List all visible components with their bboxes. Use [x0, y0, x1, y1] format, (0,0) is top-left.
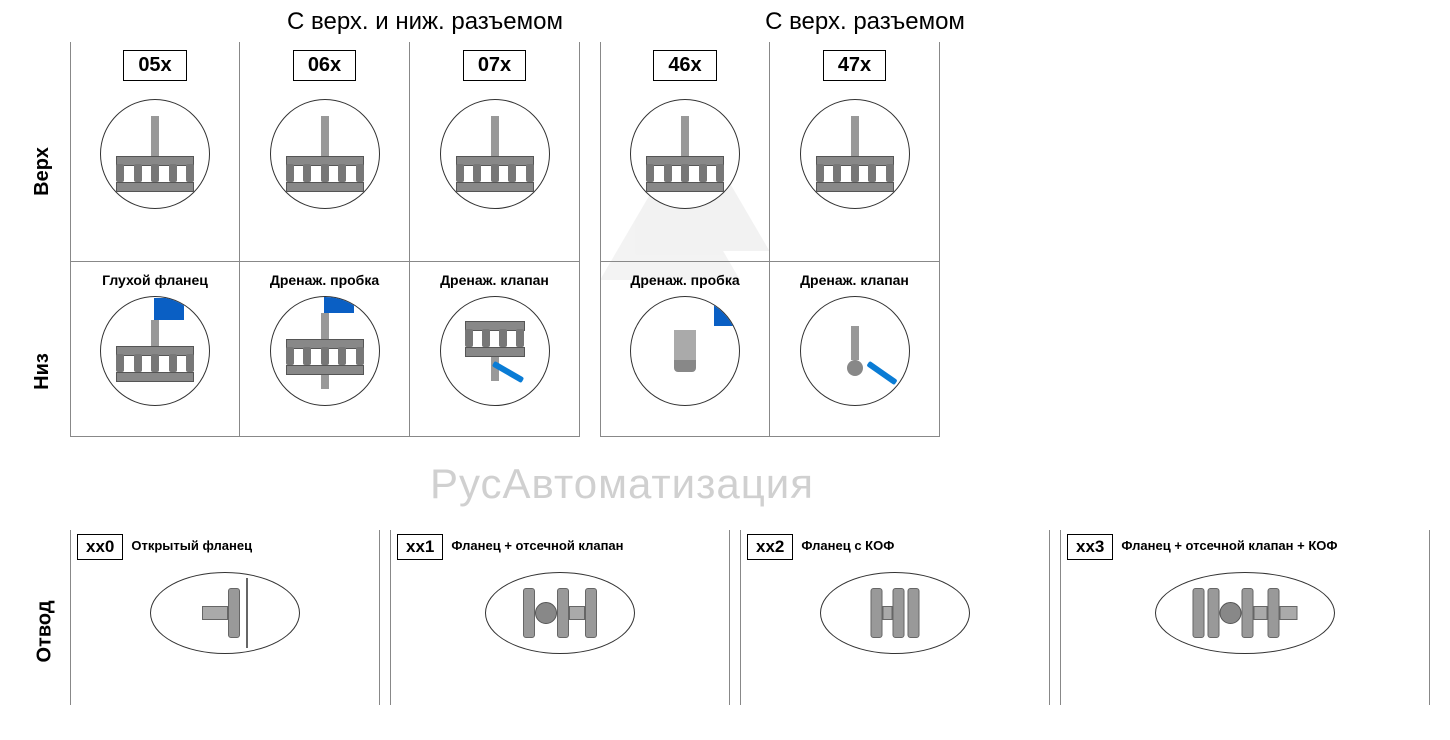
code-47x: 47x: [823, 50, 886, 81]
illus-top-2: [440, 99, 550, 209]
cell-top-4: 47x: [770, 42, 940, 262]
outlet-desc-3: Фланец + отсечной клапан + КОФ: [1121, 534, 1337, 553]
outlet-desc-1: Фланец + отсечной клапан: [451, 534, 623, 553]
illus-outlet-3: [1155, 572, 1335, 654]
illus-outlet-1: [485, 572, 635, 654]
cell-bot-3: Дренаж. пробка: [600, 262, 770, 437]
cell-top-3: 46x: [600, 42, 770, 262]
cell-bot-0: Глухой фланец: [70, 262, 240, 437]
caption-b4: Дренаж. клапан: [770, 272, 939, 288]
row-label-outlet: Отвод: [34, 600, 57, 662]
illus-bot-1: [270, 296, 380, 406]
cell-top-2: 07x: [410, 42, 580, 262]
code-46x: 46x: [653, 50, 716, 81]
outlet-cell-3: xx3 Фланец + отсечной клапан + КОФ: [1060, 530, 1430, 705]
illus-top-0: [100, 99, 210, 209]
code-07x: 07x: [463, 50, 526, 81]
illus-top-4: [800, 99, 910, 209]
illus-top-1: [270, 99, 380, 209]
outlet-desc-0: Открытый фланец: [131, 534, 252, 553]
outlet-cell-0: xx0 Открытый фланец: [70, 530, 380, 705]
outlet-cell-2: xx2 Фланец с КОФ: [740, 530, 1050, 705]
cell-bot-2: Дренаж. клапан: [410, 262, 580, 437]
watermark-text: РусАвтоматизация: [430, 460, 814, 508]
row-label-top: Верх: [31, 147, 54, 196]
outlet-code-2: xx2: [747, 534, 793, 560]
caption-b3: Дренаж. пробка: [601, 272, 769, 288]
outlet-cell-1: xx1 Фланец + отсечной клапан: [390, 530, 730, 705]
group2-title: С верх. разъемом: [700, 8, 1030, 36]
outlet-code-0: xx0: [77, 534, 123, 560]
cell-top-0: 05x: [70, 42, 240, 262]
illus-outlet-2: [820, 572, 970, 654]
caption-b1: Дренаж. пробка: [240, 272, 409, 288]
group1-title: С верх. и ниж. разъемом: [170, 8, 680, 36]
cell-bot-1: Дренаж. пробка: [240, 262, 410, 437]
caption-b2: Дренаж. клапан: [410, 272, 579, 288]
outlet-code-3: xx3: [1067, 534, 1113, 560]
illus-outlet-0: [150, 572, 300, 654]
code-05x: 05x: [123, 50, 186, 81]
code-06x: 06x: [293, 50, 356, 81]
illus-top-3: [630, 99, 740, 209]
illus-bot-3: [630, 296, 740, 406]
illus-bot-2: [440, 296, 550, 406]
illus-bot-0: [100, 296, 210, 406]
diagram-container: С верх. и ниж. разъемом С верх. разъемом…: [0, 0, 1450, 740]
cell-bot-4: Дренаж. клапан: [770, 262, 940, 437]
cell-top-1: 06x: [240, 42, 410, 262]
outlet-desc-2: Фланец с КОФ: [801, 534, 894, 553]
illus-bot-4: [800, 296, 910, 406]
row-label-bottom: Низ: [31, 353, 54, 390]
caption-b0: Глухой фланец: [71, 272, 239, 288]
outlet-code-1: xx1: [397, 534, 443, 560]
